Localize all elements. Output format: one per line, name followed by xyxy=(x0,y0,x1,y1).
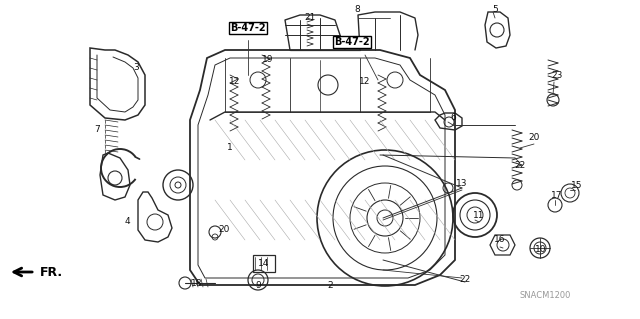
Text: 6: 6 xyxy=(450,114,456,122)
Text: 18: 18 xyxy=(191,279,203,288)
Text: 4: 4 xyxy=(124,218,130,226)
Text: 12: 12 xyxy=(229,78,241,86)
Text: 20: 20 xyxy=(528,132,540,142)
Text: 12: 12 xyxy=(359,78,371,86)
Text: 2: 2 xyxy=(327,281,333,291)
Text: 11: 11 xyxy=(473,211,484,219)
Text: 15: 15 xyxy=(572,181,583,189)
Text: 10: 10 xyxy=(535,246,547,255)
Text: 8: 8 xyxy=(354,4,360,13)
Text: 17: 17 xyxy=(551,190,563,199)
Text: FR.: FR. xyxy=(40,265,63,278)
Text: 22: 22 xyxy=(515,160,525,169)
Text: B-47-2: B-47-2 xyxy=(334,37,370,47)
Text: 20: 20 xyxy=(218,226,230,234)
Text: 1: 1 xyxy=(227,144,233,152)
Text: 3: 3 xyxy=(133,63,139,72)
Text: 14: 14 xyxy=(259,259,269,269)
Text: 5: 5 xyxy=(492,5,498,14)
Text: 19: 19 xyxy=(262,56,274,64)
Text: 13: 13 xyxy=(456,179,468,188)
Text: 7: 7 xyxy=(94,125,100,135)
Text: 21: 21 xyxy=(304,13,316,23)
Text: 9: 9 xyxy=(255,281,261,291)
Text: B-47-2: B-47-2 xyxy=(230,23,266,33)
Text: 23: 23 xyxy=(551,70,563,79)
Text: 16: 16 xyxy=(494,235,506,244)
Text: 22: 22 xyxy=(460,276,470,285)
Text: SNACM1200: SNACM1200 xyxy=(519,291,571,300)
